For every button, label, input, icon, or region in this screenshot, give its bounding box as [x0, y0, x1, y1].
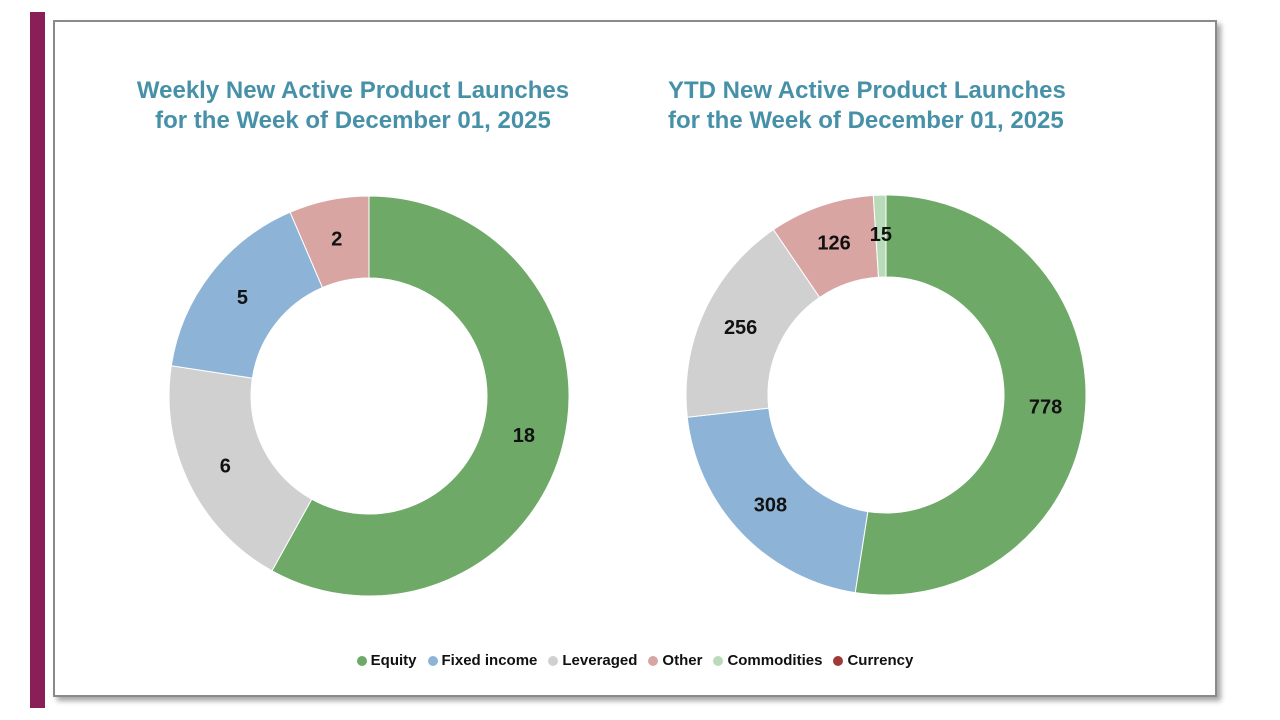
ytd-chart-title-line2: for the Week of December 01, 2025: [668, 107, 1064, 134]
weekly-value-label-equity: 18: [513, 425, 535, 447]
ytd-value-label-leveraged: 256: [724, 317, 757, 339]
accent-bar: [30, 12, 45, 708]
ytd-value-label-commodities: 15: [870, 224, 892, 246]
legend-dot-commodities: [713, 655, 724, 666]
weekly-chart-title: Weekly New Active Product Launches for t…: [88, 76, 618, 136]
weekly-slice-leveraged: [168, 365, 313, 572]
ytd-donut-chart: 778 308 256 126 15: [685, 194, 1087, 596]
legend-dot-currency: [833, 655, 844, 666]
ytd-slice-fixed-income: [686, 407, 869, 594]
ytd-slice-equity: [854, 194, 1087, 596]
legend-label-fixed-income: Fixed income: [441, 652, 538, 669]
ytd-chart-title: YTD New Active Product Launches for the …: [668, 76, 1198, 136]
weekly-chart-title-line2: for the Week of December 01, 2025: [155, 107, 551, 134]
chart-legend: Equity Fixed income Leveraged Other Commodit…: [53, 652, 1217, 669]
legend-label-currency: Currency: [847, 652, 914, 669]
legend-item-fixed-income: Fixed income: [427, 652, 538, 669]
legend-label-equity: Equity: [370, 652, 417, 669]
ytd-value-label-equity: 778: [1029, 396, 1062, 418]
legend-label-leveraged: Leveraged: [562, 652, 638, 669]
weekly-value-label-other: 2: [331, 228, 342, 250]
weekly-slice-other: [289, 195, 370, 289]
weekly-slice-equity: [271, 195, 570, 597]
weekly-value-label-fixed-income: 5: [237, 287, 248, 309]
legend-label-commodities: Commodities: [727, 652, 823, 669]
ytd-value-label-fixed-income: 308: [754, 495, 787, 517]
legend-item-equity: Equity: [356, 652, 417, 669]
weekly-value-label-leveraged: 6: [220, 455, 231, 477]
weekly-donut-chart: 18 6 5 2: [168, 195, 570, 597]
legend-label-other: Other: [662, 652, 703, 669]
legend-dot-leveraged: [548, 655, 559, 666]
ytd-chart-title-line1: YTD New Active Product Launches: [668, 77, 1066, 104]
legend-item-currency: Currency: [833, 652, 913, 669]
legend-dot-equity: [356, 655, 367, 666]
legend-item-commodities: Commodities: [713, 652, 822, 669]
legend-item-other: Other: [648, 652, 702, 669]
legend-dot-other: [648, 655, 659, 666]
legend-dot-fixed-income: [427, 655, 438, 666]
ytd-slice-commodities: [872, 194, 887, 278]
legend-item-leveraged: Leveraged: [548, 652, 637, 669]
ytd-value-label-other: 126: [817, 233, 850, 255]
weekly-chart-title-line1: Weekly New Active Product Launches: [136, 77, 570, 104]
